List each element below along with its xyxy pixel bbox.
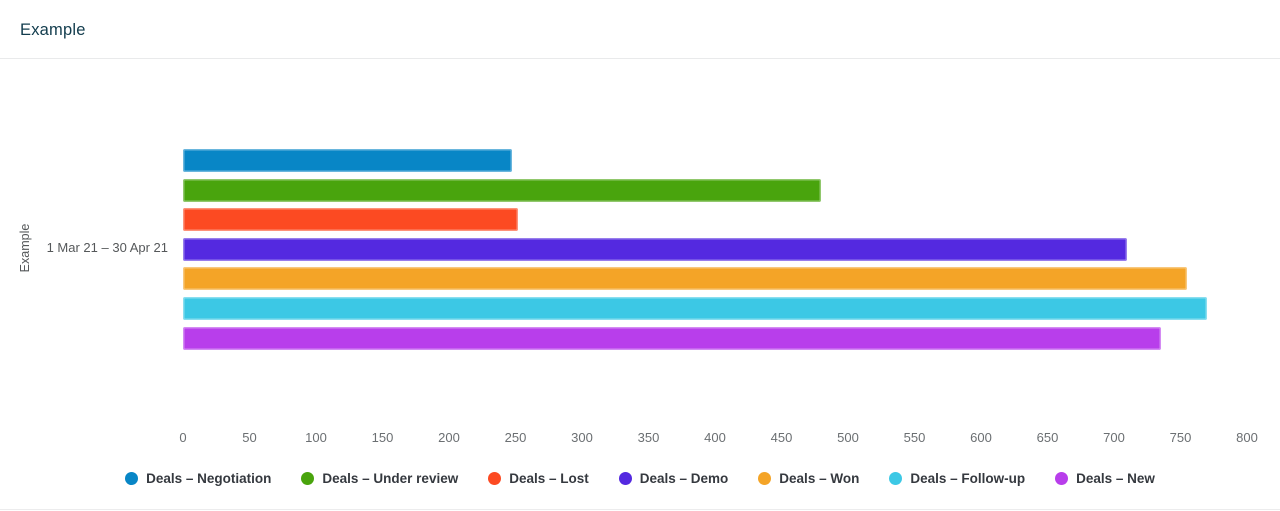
bar-deals-negotiation[interactable] [183,149,512,172]
legend: Deals – Negotiation Deals – Under review D… [0,465,1280,491]
x-tick-label-100: 100 [305,430,327,445]
legend-label: Deals – Demo [639,470,729,486]
legend-item-deals-negotiation[interactable]: Deals – Negotiation [125,471,271,486]
x-tick-label-650: 650 [1036,430,1059,445]
legend-dot-icon [488,471,502,485]
bar-deals-follow-up[interactable] [183,297,1208,320]
legend-dot-icon [301,471,315,485]
bottom-divider [0,509,1280,510]
chart-title: Example [20,21,86,39]
x-tick-label-600: 600 [970,430,992,445]
x-tick-label-0: 0 [179,430,187,445]
legend-dot-icon [889,471,903,485]
x-tick-label-500: 500 [837,430,859,445]
x-tick-label-350: 350 [637,430,660,445]
legend-label: Deals – Lost [509,470,589,486]
legend-label: Deals – Negotiation [146,470,272,486]
legend-dot-icon [125,471,139,485]
bar-deals-new[interactable] [183,326,1161,350]
legend-label: Deals – New [1076,470,1155,486]
legend-item-deals-demo[interactable]: Deals – Demo [618,470,729,486]
legend-dot-icon [1055,471,1069,485]
x-tick-label-300: 300 [571,430,593,445]
bar-deals-demo[interactable] [183,237,1128,261]
legend-item-deals-follow-up[interactable]: Deals – Follow-up [889,471,1025,486]
x-tick-label-800: 800 [1236,430,1258,445]
legend-dot-icon [758,471,772,485]
legend-item-deals-won[interactable]: Deals – Won [758,471,859,486]
legend-item-deals-lost[interactable]: Deals – Lost [488,471,589,486]
bar-deals-under-review[interactable] [183,178,822,202]
chart-header: Example [0,0,1280,59]
legend-label: Deals – Won [779,470,860,486]
x-tick-label-50: 50 [242,430,257,445]
x-tick-label-400: 400 [704,430,726,445]
x-tick-label-700: 700 [1103,430,1125,445]
x-tick-label-450: 450 [770,430,793,445]
bar-deals-lost[interactable] [183,208,519,232]
x-tick-label-250: 250 [504,430,527,445]
category-label: 1 Mar 21 – 30 Apr 21 [46,240,168,255]
legend-item-deals-under-review[interactable]: Deals – Under review [301,471,458,486]
x-tick-label-750: 750 [1169,430,1192,445]
legend-label: Deals – Follow-up [910,470,1026,486]
legend-label: Deals – Under review [322,470,459,486]
x-tick-label-550: 550 [903,430,926,445]
x-tick-label-150: 150 [371,430,394,445]
legend-dot-icon [618,471,632,485]
x-tick-label-200: 200 [438,430,460,445]
legend-item-deals-new[interactable]: Deals – New [1055,471,1155,486]
bar-deals-won[interactable] [183,267,1188,291]
